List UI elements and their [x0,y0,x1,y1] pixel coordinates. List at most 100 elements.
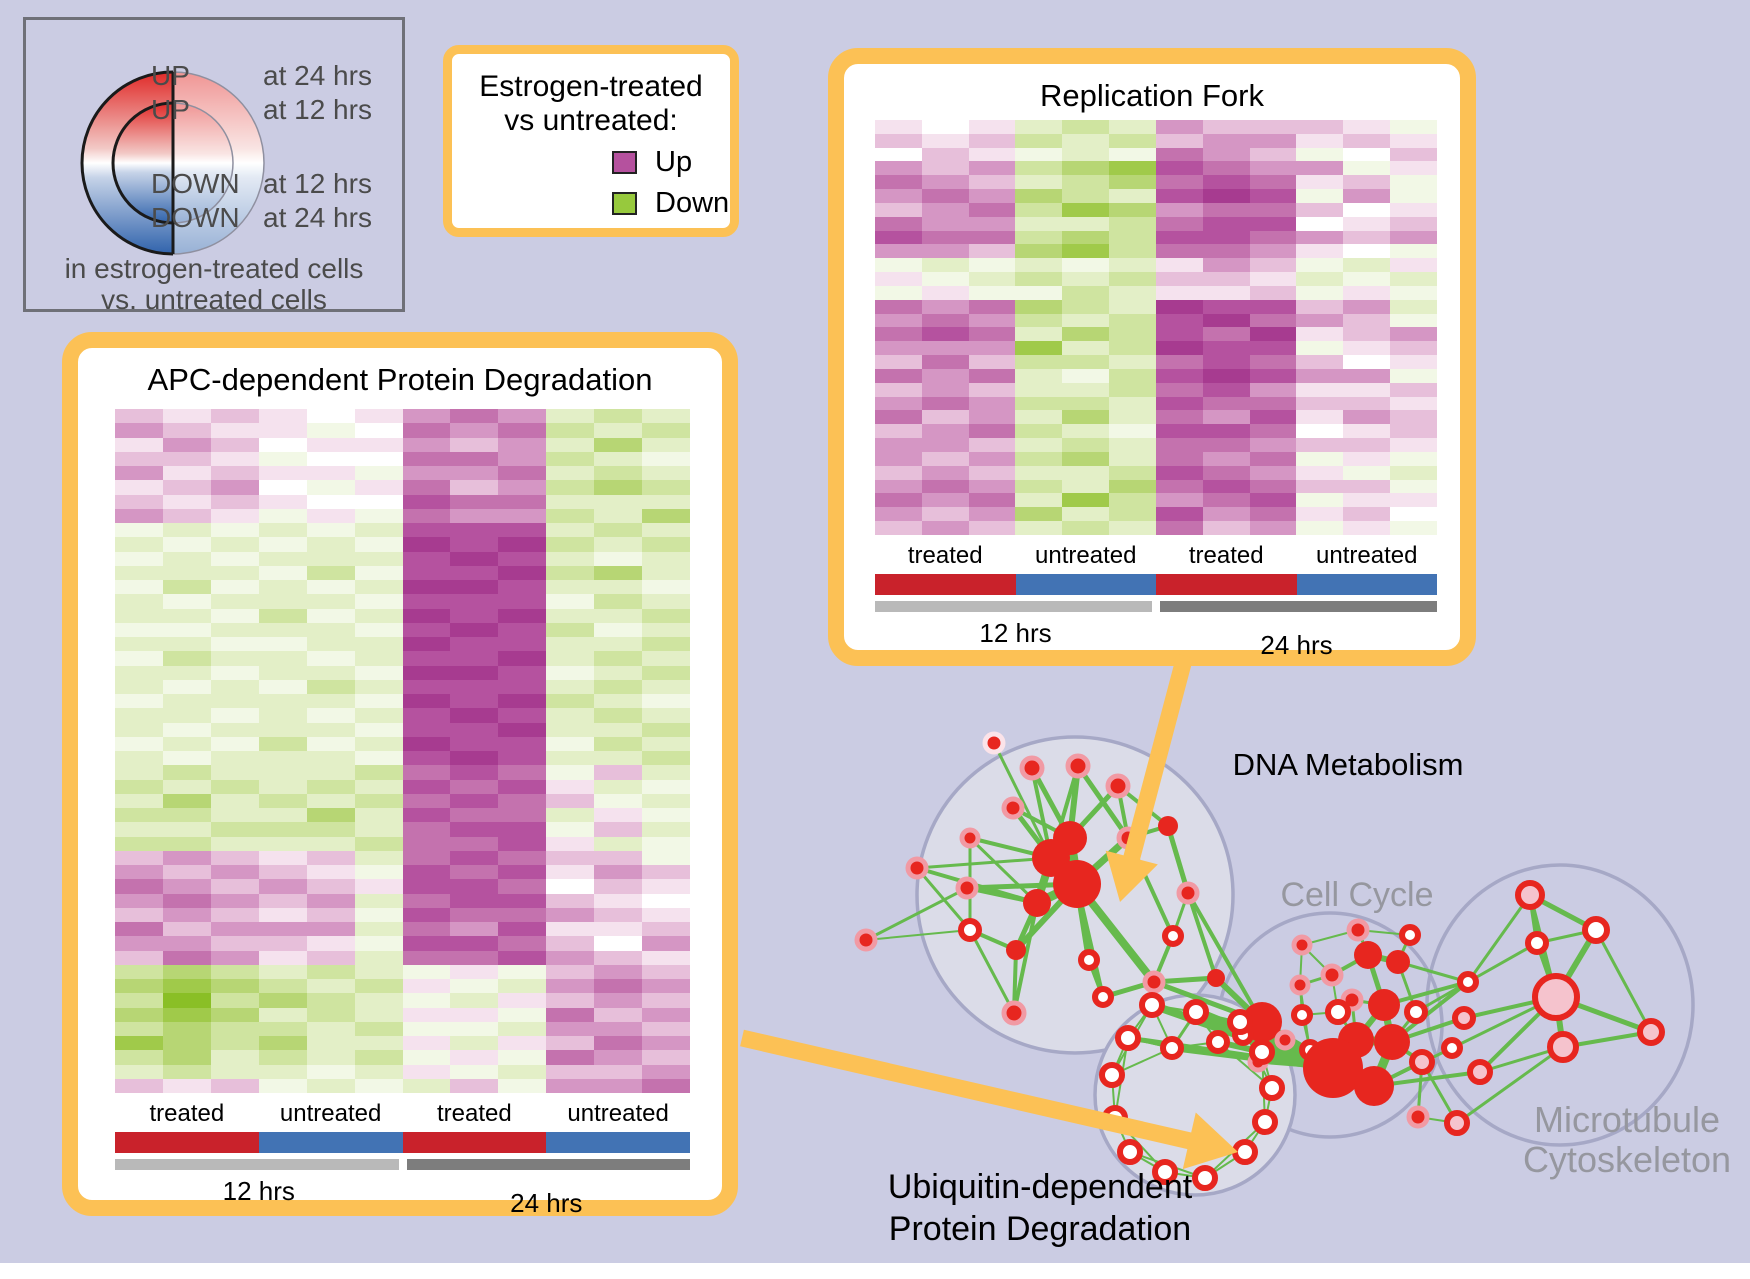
legend-item-up: Up [612,146,730,179]
group-label: treated [437,1100,512,1127]
network-node [1001,1000,1027,1026]
network-node [1457,971,1479,993]
network-node [955,876,979,900]
network-node [1441,1037,1463,1059]
network-node [1139,992,1165,1018]
network-node [1142,970,1166,994]
group-label: untreated [279,1100,382,1127]
arrow-apc-to-ubiquitin-stem [740,1029,1196,1150]
network-node [982,731,1006,755]
group-label: treated [1188,542,1264,569]
network-edge [1165,823,1191,896]
time-bar [875,601,1152,612]
expression-key-box: UP at 24 hrs UP at 12 hrs DOWN at 12 hrs DO… [23,17,405,315]
network-node [1274,1029,1296,1051]
network-node [1092,986,1114,1008]
network-node [1117,1139,1143,1165]
group-label: treated [907,542,983,569]
treatment-group-labels: treated untreated treated untreated [115,1100,690,1128]
network-node [1192,1165,1218,1191]
legend-item-down: Down [612,187,730,220]
apc-heatmap [115,409,690,1093]
network-node [854,928,878,952]
replication-fork-title: Replication Fork [1040,78,1264,113]
time-label: 12 hrs [979,618,1052,648]
network-node [1152,1159,1178,1185]
network-node [1452,1006,1476,1030]
network-edge [1186,891,1218,980]
network-node [1354,1066,1394,1106]
network-node [1001,796,1025,820]
time-labels: 12 hrs 24 hrs [115,1176,690,1219]
network-node [1409,1049,1435,1075]
up-color-swatch [612,151,637,174]
network-node [1019,755,1045,781]
apc-title: APC-dependent Protein Degradation [147,362,653,397]
time-bar [1160,601,1437,612]
network-node [1444,1110,1470,1136]
key-row-down-12: DOWN at 12 hrs [151,168,372,199]
network-node [1303,1038,1363,1098]
time-label: 24 hrs [510,1188,583,1218]
up-down-rings-diagram [80,70,265,256]
network-node [1582,916,1610,944]
network-edge [1466,941,1539,984]
apc-panel: APC-dependent Protein Degradation treate… [62,332,738,1219]
network-node [1065,753,1091,779]
network-node [1406,1105,1430,1129]
network-node [1023,889,1051,917]
network-node [958,918,982,942]
key-row-down-24: DOWN at 24 hrs [151,202,372,233]
network-node [1399,924,1421,946]
network-node [1289,974,1311,996]
network-edge [1594,928,1653,1034]
network-node [1467,1059,1493,1085]
key-row-up-24: UP at 24 hrs [151,60,372,91]
cluster-label-dna-metabolism: DNA Metabolism [1232,747,1464,782]
apc-condition-strip: treated untreated treated untreated 12 hrs 24… [115,1100,690,1219]
bottom-margin [0,1263,1750,1279]
network-node [1374,1024,1410,1060]
network-node [1404,1000,1428,1024]
network-edge [1455,1045,1565,1125]
cluster-label-microtubule: Microtubule Cytoskeleton [1522,1099,1732,1180]
cluster-label-cell-cycle: Cell Cycle [1280,876,1434,914]
time-bar [115,1159,399,1170]
network-edge [968,836,1039,905]
network-edge [864,886,969,942]
group-label: untreated [1316,542,1418,569]
replication-fork-condition-strip: treated untreated treated untreated 12 hrs 24… [875,542,1437,661]
network-node [1176,881,1200,905]
group-bar [115,1132,259,1153]
network-node [1386,950,1410,974]
network-node [1160,1036,1184,1060]
network-node [1515,880,1545,910]
group-bar [1156,574,1297,595]
group-bar [875,574,1016,595]
network-node [1006,940,1026,960]
network-edge [1466,893,1532,984]
group-bar [402,1132,547,1153]
time-label: 24 hrs [1260,630,1333,660]
network-node [905,856,929,880]
network-node [1207,969,1225,987]
network-edge [915,856,1053,870]
group-bar [1015,574,1156,595]
group-bar [546,1132,690,1153]
cluster-label-ubiquitin: Ubiquitin-dependent Protein Degradation [887,1168,1193,1248]
network-node [1252,1109,1278,1135]
key-caption-line1: in estrogen-treated cells [64,253,364,284]
arrow-apc-to-ubiquitin-head [1182,1112,1238,1170]
network-node [1320,963,1344,987]
time-label: 12 hrs [222,1176,295,1206]
network-edge [992,741,1053,860]
key-row-up-12: UP at 12 hrs [151,94,372,125]
network-node [1115,1025,1141,1051]
replication-fork-panel: Replication Fork treated untreated treated… [828,48,1476,666]
group-bar [258,1132,403,1153]
down-color-swatch [612,192,637,215]
estrogen-legend-box: Estrogen-treated vs untreated: Up Down [443,45,739,237]
treatment-group-labels: treated untreated treated untreated [875,542,1437,570]
